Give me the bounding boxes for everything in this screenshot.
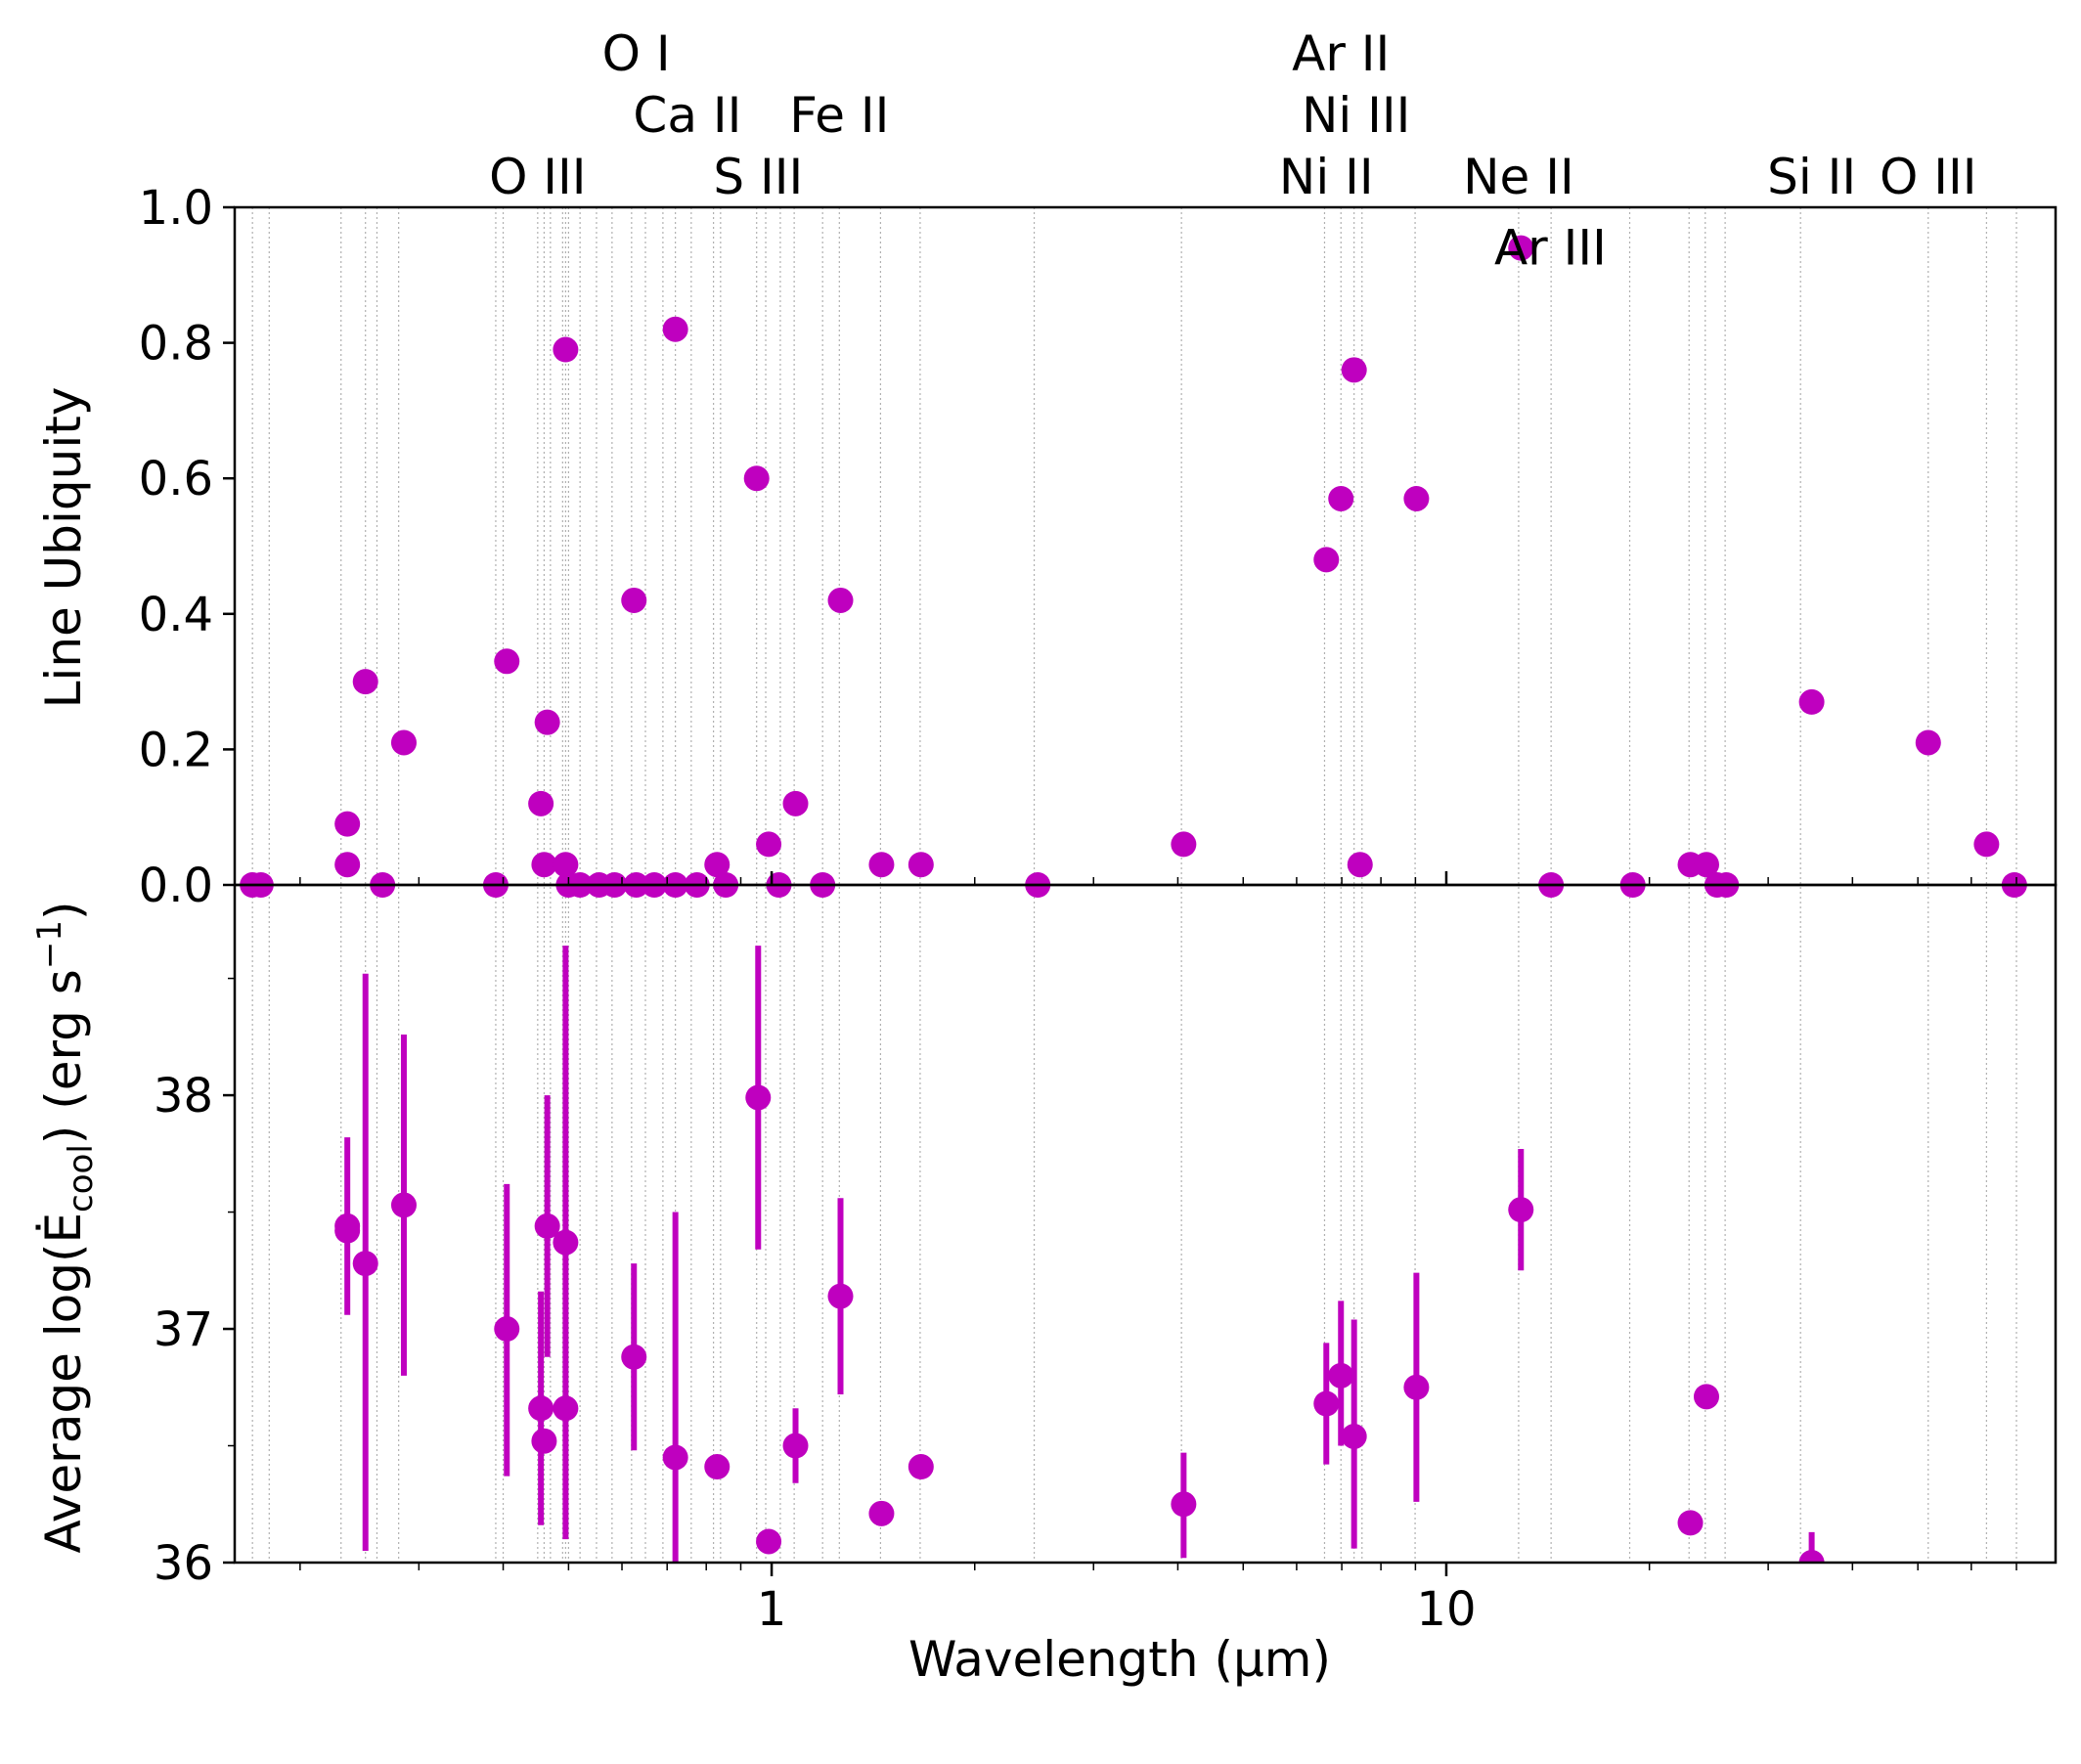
ubiquity-point [1347, 852, 1373, 878]
ubiquity-point [1693, 852, 1719, 878]
top-y-tick-label: 0.8 [139, 317, 213, 372]
ubiquity-point [1973, 831, 2000, 858]
cooling-point [621, 1344, 647, 1370]
cooling-point [1171, 1491, 1197, 1518]
data-marks [240, 235, 2027, 1563]
species-label: O I [602, 25, 671, 82]
species-label: Si II [1767, 149, 1856, 205]
cooling-point [528, 1395, 554, 1422]
cooling-point [352, 1251, 378, 1277]
cooling-point [534, 1213, 560, 1239]
ubiquity-point [494, 648, 520, 675]
cooling-point [494, 1316, 520, 1343]
cooling-point [334, 1217, 361, 1244]
cooling-point [553, 1229, 579, 1256]
ubiquity-point [827, 587, 854, 613]
species-label: Ar III [1494, 220, 1607, 277]
top-y-tick-label: 0.0 [139, 859, 213, 913]
cooling-point [1798, 1550, 1825, 1563]
species-label: O III [1880, 149, 1977, 205]
top-y-tick-label: 0.6 [139, 452, 213, 507]
bottom-y-label-main: Average log(Ė [35, 1213, 92, 1554]
top-y-axis-label: Line Ubiquity [35, 387, 92, 709]
species-label: Ar II [1292, 25, 1390, 82]
species-label: S III [713, 149, 803, 205]
ubiquity-point [1341, 357, 1367, 383]
cooling-point [827, 1283, 854, 1309]
cooling-point [1313, 1390, 1340, 1417]
x-tick-label: 1 [757, 1582, 787, 1637]
ubiquity-point [1328, 485, 1354, 511]
bottom-y-tick-label: 36 [154, 1536, 213, 1591]
ubiquity-point [390, 729, 417, 756]
ubiquity-point [553, 336, 579, 363]
species-label: Ni II [1279, 149, 1374, 205]
cooling-point [908, 1454, 934, 1480]
x-axis-label: Wavelength (μm) [908, 1631, 1331, 1688]
top-panel-frame [233, 205, 2058, 887]
cooling-point [553, 1395, 579, 1422]
species-label: Ca II [633, 87, 741, 144]
bottom-y-label-end: ) [35, 902, 92, 921]
species-label: Ne II [1463, 149, 1574, 205]
cooling-point [1341, 1423, 1367, 1449]
cooling-point [782, 1433, 809, 1459]
ubiquity-point [1508, 235, 1534, 261]
bottom-y-tick-label: 38 [154, 1069, 213, 1124]
cooling-point [1677, 1510, 1704, 1536]
bottom-y-label-sub: cool [62, 1144, 101, 1213]
ubiquity-point [704, 852, 731, 878]
ubiquity-point [908, 852, 934, 878]
cooling-point [1508, 1197, 1534, 1223]
bottom-panel-frame [233, 883, 2058, 1565]
labels: Line Ubiquity Average log(Ėcool) (erg s−… [30, 25, 1977, 1688]
ubiquity-point [334, 811, 361, 837]
ubiquity-point [868, 852, 895, 878]
ubiquity-point [553, 852, 579, 878]
top-y-tick-label: 1.0 [139, 181, 213, 236]
ubiquity-point [531, 852, 557, 878]
ubiquity-point [782, 790, 809, 816]
bottom-y-label-sup: −1 [30, 920, 69, 969]
cooling-point [531, 1428, 557, 1454]
ubiquity-point [1915, 729, 1941, 756]
axes [233, 205, 2058, 1565]
ubiquity-point [1171, 831, 1197, 858]
cooling-point [704, 1454, 731, 1480]
top-y-tick-label: 0.2 [139, 723, 213, 777]
cooling-point [1403, 1374, 1430, 1400]
cooling-point [1328, 1362, 1354, 1389]
top-y-tick-label: 0.4 [139, 588, 213, 642]
cooling-point [662, 1444, 688, 1471]
cooling-point [756, 1528, 782, 1555]
ubiquity-point [621, 587, 647, 613]
species-label: Ni III [1302, 87, 1410, 144]
species-label: O III [489, 149, 587, 205]
species-label: Fe II [789, 87, 889, 144]
bottom-y-axis-label: Average log(Ėcool) (erg s−1) [30, 902, 101, 1554]
ubiquity-point [1313, 547, 1340, 573]
cooling-point [868, 1500, 895, 1526]
ubiquity-point [352, 669, 378, 695]
bottom-y-tick-label: 37 [154, 1302, 213, 1357]
ubiquity-point [743, 465, 770, 492]
bottom-marks [334, 946, 1825, 1563]
ubiquity-point [1798, 688, 1825, 715]
ubiquity-point [334, 852, 361, 878]
bottom-y-label-tail: ) (erg s [35, 969, 92, 1144]
cooling-point [745, 1084, 772, 1111]
x-tick-label: 10 [1416, 1582, 1476, 1637]
ubiquity-point [1403, 485, 1430, 511]
ubiquity-point [534, 709, 560, 735]
cooling-point [1693, 1384, 1719, 1410]
ubiquity-point [662, 316, 688, 342]
ubiquity-point [528, 790, 554, 816]
cooling-point [390, 1192, 417, 1218]
ticks [223, 205, 2017, 1576]
ubiquity-point [756, 831, 782, 858]
